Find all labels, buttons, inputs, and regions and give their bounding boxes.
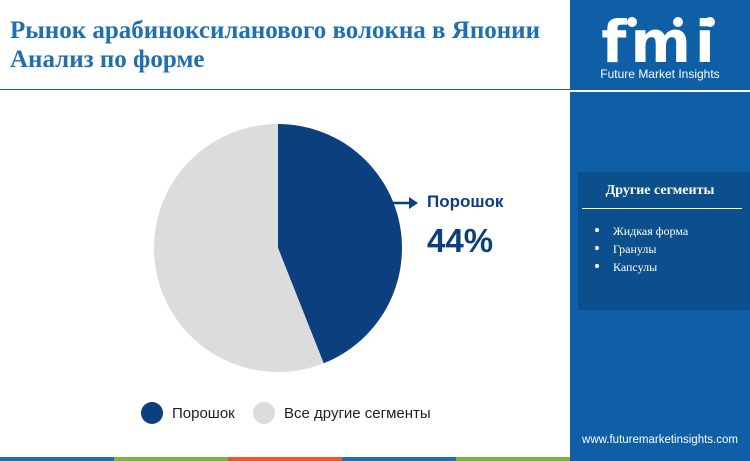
segment-label: Жидкая форма (613, 224, 689, 238)
bottom-bar-segment (114, 457, 228, 461)
bottom-bar-segment (342, 457, 456, 461)
report-title: Рынок арабиноксиланового волокна в Япони… (10, 16, 565, 74)
other-segments-panel: Другие сегменты Жидкая форма Гранулы Кап… (578, 172, 750, 310)
callout-label: Порошок (427, 192, 504, 211)
sidebar: fmi Future Market Insights Другие сегмен… (570, 0, 750, 461)
bullet-icon (595, 246, 599, 250)
bottom-bar-segment (0, 457, 114, 461)
website-link[interactable]: www.futuremarketinsights.com (582, 434, 738, 446)
globe-icon (627, 17, 637, 27)
legend-swatch-powder (141, 402, 163, 424)
legend-label-powder: Порошок (172, 404, 235, 422)
bullet-icon (595, 228, 599, 232)
bottom-color-bar (0, 457, 570, 461)
segment-label: Гранулы (613, 242, 657, 256)
list-item: Жидкая форма (578, 224, 688, 242)
callout-value: 44% (427, 222, 494, 259)
list-item: Капсулы (578, 260, 688, 278)
segment-list: Жидкая форма Гранулы Капсулы (578, 224, 688, 278)
pie-chart (153, 124, 418, 372)
globe-icon (705, 17, 715, 27)
legend-item-powder: Порошок (141, 402, 235, 424)
legend-item-other: Все другие сегменты (253, 402, 431, 424)
panel-title: Другие сегменты (605, 183, 715, 198)
logo-tagline: Future Market Insights (600, 67, 720, 81)
callout-arrow (393, 197, 418, 209)
pie-slice-0 (278, 124, 402, 364)
legend-label-other: Все другие сегменты (284, 404, 431, 422)
bullet-icon (595, 264, 599, 268)
title-line-1: Рынок арабиноксиланового волокна в Япони… (10, 17, 540, 44)
globe-icon (673, 17, 683, 27)
title-divider (0, 89, 570, 90)
sidebar-divider (570, 90, 750, 92)
logo-text: fmi (601, 8, 719, 76)
bottom-bar-segment (228, 457, 342, 461)
legend-swatch-other (253, 402, 275, 424)
bottom-bar-segment (456, 457, 570, 461)
segment-label: Капсулы (613, 260, 658, 274)
panel-divider (582, 208, 742, 209)
title-line-2: Анализ по форме (10, 46, 205, 73)
fmi-logo: fmi (601, 8, 719, 76)
pie-slice-1 (153, 124, 324, 372)
list-item: Гранулы (578, 242, 688, 260)
